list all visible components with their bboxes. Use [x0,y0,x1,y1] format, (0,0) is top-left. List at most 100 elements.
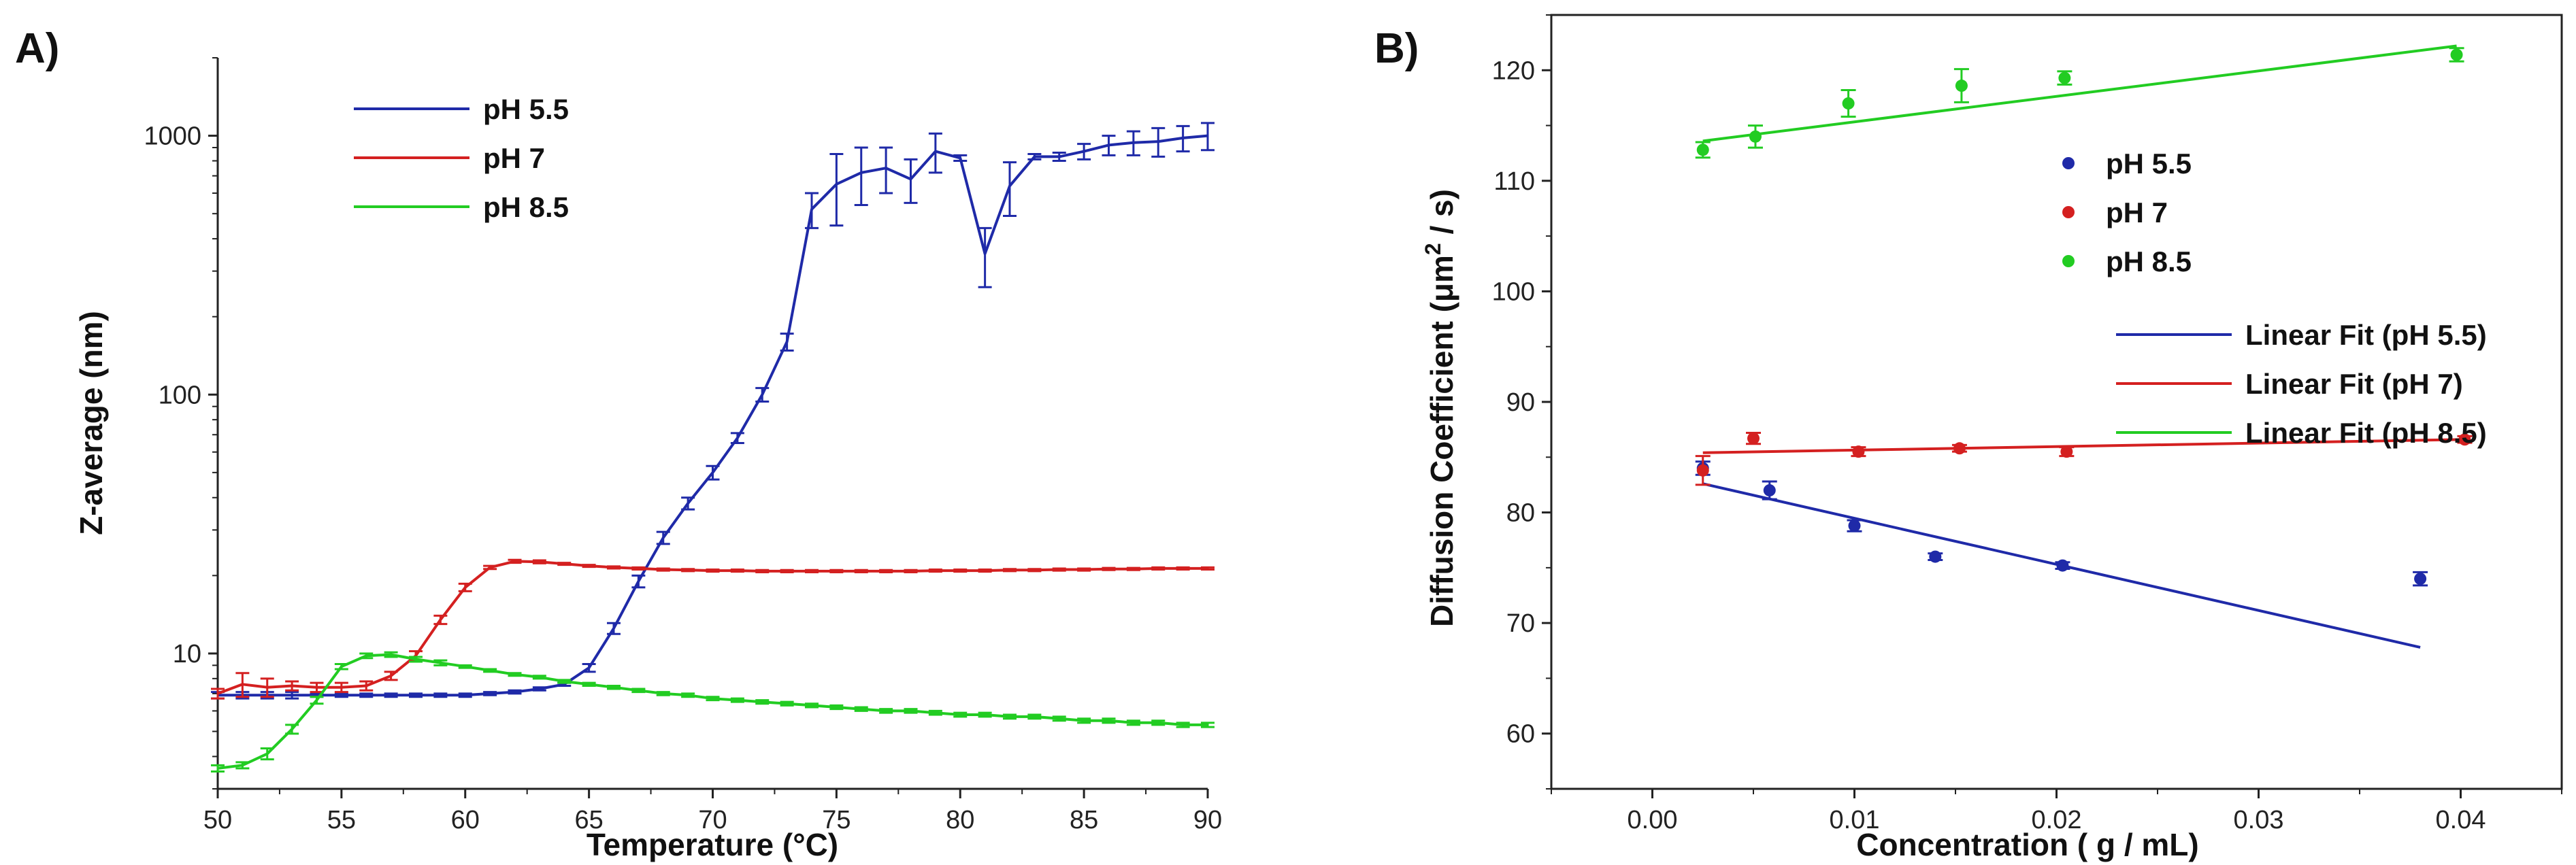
error-bar-ph-8-5 [1176,722,1190,728]
data-point-ph-8-5 [2450,48,2463,61]
error-bar-ph-5-5 [334,692,348,698]
error-bar-ph-7 [805,569,819,573]
error-bar-ph-8-5 [1126,719,1140,726]
error-bar-ph-8-5 [879,708,893,714]
error-bar-ph-5-5 [458,692,472,698]
panel-b-y-tick-label: 60 [1506,720,1535,749]
error-bar-ph-8-5 [557,679,572,684]
error-bar-ph-7 [1176,566,1190,571]
panel-b-x-tick-label: 0.00 [1628,806,1678,834]
legend-label-ph-5-5: pH 5.5 [2106,148,2192,180]
data-point-ph-8-5 [2058,71,2071,84]
panel-a-legend: pH 5.5 pH 7 pH 8.5 [354,93,569,223]
error-bar-ph-5-5 [508,689,522,695]
error-bar-ph-8-5 [904,708,918,714]
error-bar-ph-7 [433,614,448,626]
error-bar-ph-5-5 [854,146,868,206]
panel-b-y-axis-title-exponent: 2 [1421,243,1445,255]
data-point-ph-5-5 [1848,520,1861,532]
error-bar-ph-7 [1102,566,1116,571]
error-bar-ph-8-5 [235,761,250,770]
panel-b-y-tick-label: 70 [1506,609,1535,638]
panel-b-x-tick-label: 0.03 [2234,806,2284,834]
error-bar-ph-8-5 [780,700,794,707]
error-bar-ph-5-5 [1151,126,1166,158]
error-bar-ph-7 [879,569,893,573]
panel-b-y-tick-label: 110 [1493,167,1535,196]
error-bar-ph-5-5 [829,152,844,227]
panel-a-x-tick-label: 75 [822,806,851,834]
error-bar-ph-7 [730,569,744,573]
error-bar-ph-8-5 [953,711,968,718]
panel-b-y-tick-label: 80 [1506,499,1535,528]
legend-label-ph-8-5: pH 8.5 [2106,245,2192,277]
panel-a-x-tick-label: 60 [451,806,480,834]
error-bar-ph-8-5 [978,711,992,718]
error-bar-ph-8-5 [532,675,546,680]
error-bar-ph-8-5 [607,685,621,690]
error-bar-ph-5-5 [1077,143,1091,160]
error-bar-ph-5-5 [805,192,819,229]
fit-line-linear-fit-ph-8-5 [1702,44,2457,143]
error-bar-ph-7 [978,569,992,573]
series-ph-8-5 [211,651,1215,773]
panel-a-y-tick-label: 10 [173,640,201,668]
error-bar-ph-7 [1003,568,1017,573]
panel-a-x-axis-title: Temperature (°C) [587,827,838,862]
error-bar-ph-5-5 [1176,124,1190,153]
error-bar-ph-8-5 [384,651,398,658]
error-bar-ph-7 [235,672,250,698]
points-ph-5-5 [1695,460,2428,587]
error-bar-ph-5-5 [607,622,621,635]
fit-line-linear-fit-ph-7 [1702,438,2465,454]
error-bar-ph-7 [557,562,572,566]
data-point-ph-5-5 [1929,550,1942,563]
legend-label-linear-fit-ph-7: Linear Fit (pH 7) [2245,368,2463,400]
error-bar-ph-7 [260,677,274,698]
error-bar-ph-5-5 [582,663,596,673]
error-bar-ph-7 [829,569,844,573]
error-bar-ph-8-5 [1201,722,1215,728]
error-bar-ph-5-5 [755,387,770,403]
data-point-ph-8-5 [1749,130,1762,143]
panel-a-x-tick-label: 50 [203,806,232,834]
error-bar-ph-5-5 [904,158,918,204]
error-bar-ph-7 [928,569,942,573]
panel-b-x-tick-label: 0.01 [1830,806,1880,834]
data-point-ph-7 [1852,445,1865,458]
error-bar-ph-8-5 [409,656,423,663]
error-bar-ph-8-5 [211,764,225,773]
error-bar-ph-5-5 [730,432,744,444]
error-bar-ph-5-5 [1052,152,1066,162]
error-bar-ph-8-5 [483,668,497,673]
error-bar-ph-7 [1052,567,1066,572]
panel-b-y-tick-label: 100 [1492,277,1535,306]
panel-b-legend: pH 5.5 pH 7 pH 8.5 Linear Fit (pH 5.5) Linea… [2062,148,2487,449]
error-bar-ph-8-5 [458,664,472,669]
panel-a-x-tick-label: 90 [1193,806,1222,834]
error-bar-ph-8-5 [854,706,868,712]
panel-a-x-tick-label: 70 [698,806,727,834]
error-bar-ph-8-5 [334,663,348,671]
legend-label-ph-5-5: pH 5.5 [483,93,569,125]
panel-a-x-tick-label: 65 [574,806,603,834]
error-bar-ph-8-5 [656,691,670,696]
error-bar-ph-7 [582,564,596,569]
error-bar-ph-8-5 [310,696,324,705]
error-bar-ph-8-5 [1027,713,1042,720]
error-bar-ph-8-5 [1151,719,1166,726]
error-bar-ph-7 [953,569,968,573]
series-line-ph-8-5 [217,653,1208,770]
error-bar-ph-5-5 [409,692,423,698]
series-line-ph-7 [217,560,1208,695]
error-bar-ph-7 [384,671,398,681]
panel-a-y-tick-label: 100 [159,381,201,409]
error-bar-ph-7 [359,680,374,692]
legend-label-ph-7: pH 7 [2106,197,2168,228]
error-bar-ph-5-5 [285,691,299,700]
error-bar-ph-7 [1201,566,1215,571]
error-bar-ph-8-5 [1003,713,1017,720]
error-bar-ph-8-5 [755,699,770,705]
error-bar-ph-8-5 [1052,715,1066,722]
